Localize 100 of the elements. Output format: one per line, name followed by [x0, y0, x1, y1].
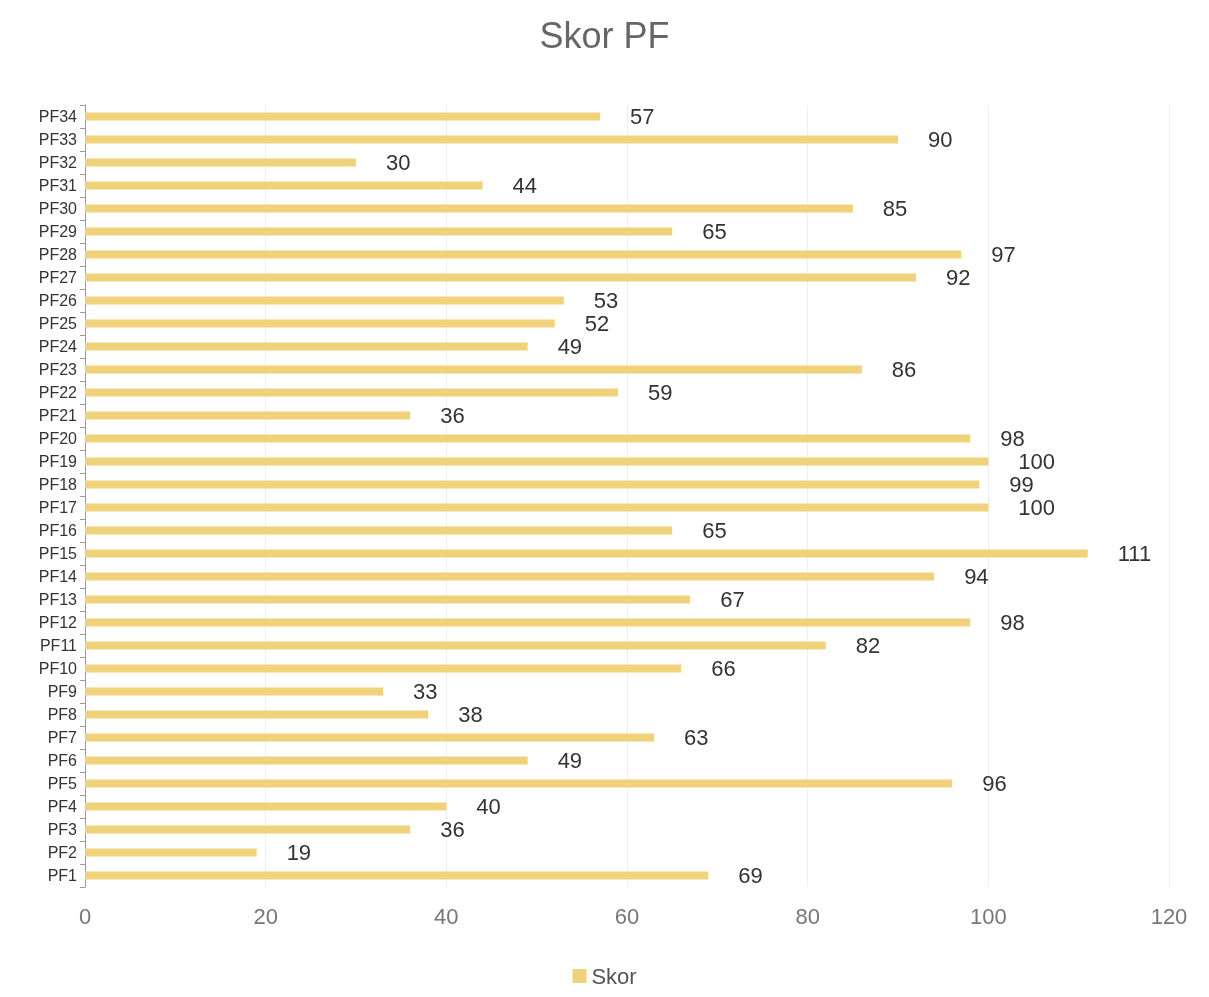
data-label: 96 [982, 771, 1007, 796]
data-label: 49 [557, 748, 583, 773]
y-tick-label: PF7 [47, 729, 78, 746]
y-tick-label: PF15 [38, 545, 78, 562]
bar [85, 227, 673, 236]
bar [85, 710, 429, 719]
data-label: 69 [738, 863, 763, 888]
y-tick-label: PF10 [38, 660, 78, 677]
x-tick-label: 60 [614, 903, 640, 929]
bar [85, 181, 483, 190]
data-label: 100 [1018, 449, 1056, 474]
bar [85, 687, 384, 696]
data-label: 59 [647, 380, 673, 405]
data-label: 97 [991, 242, 1016, 267]
y-tick-label: PF28 [38, 246, 78, 263]
x-tick-label: 40 [434, 903, 459, 929]
y-tick-label: PF21 [38, 407, 78, 424]
bar [85, 664, 682, 673]
data-label: 52 [584, 311, 610, 336]
y-tick-label: PF31 [38, 177, 78, 194]
y-tick-label: PF3 [47, 821, 78, 838]
data-label: 44 [512, 173, 537, 198]
y-tick-label: PF23 [38, 361, 78, 378]
data-label: 63 [684, 725, 709, 750]
y-tick-label: PF18 [38, 476, 78, 493]
y-tick-label: PF25 [38, 315, 78, 332]
data-label: 66 [711, 656, 736, 681]
bar [85, 618, 971, 627]
data-label: 98 [1000, 610, 1025, 635]
y-tick-label: PF19 [38, 453, 78, 470]
bar [85, 641, 826, 650]
bar [85, 779, 953, 788]
bar [85, 825, 411, 834]
data-label: 67 [720, 587, 745, 612]
y-tick-label: PF24 [38, 338, 78, 355]
x-tick-label: 0 [78, 903, 92, 929]
data-label: 57 [629, 104, 655, 129]
y-tick-label: PF32 [38, 154, 78, 171]
data-label: 53 [593, 288, 619, 313]
bar [85, 204, 853, 213]
data-label: 36 [440, 403, 465, 428]
bar [85, 871, 709, 880]
data-label: 99 [1009, 472, 1034, 497]
data-label: 86 [891, 357, 917, 382]
bar [85, 595, 691, 604]
data-label: 30 [386, 150, 411, 175]
bar [85, 250, 962, 259]
chart-title: Skor PF [539, 14, 670, 56]
data-label: 65 [702, 518, 727, 543]
data-label: 100 [1018, 495, 1056, 520]
data-label: 98 [1000, 426, 1025, 451]
data-label: 111 [1117, 541, 1152, 566]
y-tick-label: PF17 [38, 499, 78, 516]
data-label: 92 [946, 265, 971, 290]
bar [85, 733, 655, 742]
bar [85, 572, 935, 581]
data-label: 85 [882, 196, 908, 221]
data-label: 19 [286, 840, 312, 865]
bar [85, 848, 257, 857]
bar [85, 756, 528, 765]
bar [85, 158, 356, 167]
y-tick-label: PF4 [47, 798, 78, 815]
x-tick-label: 20 [253, 903, 278, 929]
bar [85, 365, 862, 374]
bar [85, 526, 673, 535]
data-label: 82 [855, 633, 881, 658]
bar [85, 296, 564, 305]
y-tick-label: PF30 [38, 200, 78, 217]
data-label: 33 [413, 679, 438, 704]
y-tick-label: PF22 [38, 384, 78, 401]
y-tick-label: PF1 [47, 867, 78, 884]
data-label: 65 [702, 219, 727, 244]
bar [85, 549, 1088, 558]
bar [85, 411, 411, 420]
bar [85, 503, 989, 512]
y-tick-label: PF5 [47, 775, 78, 792]
data-label: 38 [458, 702, 483, 727]
x-tick-label: 100 [969, 903, 1007, 929]
x-tick-label: 80 [795, 903, 820, 929]
y-tick-label: PF11 [39, 637, 78, 654]
data-label: 94 [964, 564, 989, 589]
y-tick-label: PF16 [38, 522, 78, 539]
y-tick-label: PF6 [47, 752, 78, 769]
y-tick-label: PF14 [38, 568, 78, 585]
bar [85, 342, 528, 351]
bar [85, 457, 989, 466]
y-tick-label: PF34 [38, 108, 78, 125]
y-tick-label: PF2 [47, 844, 78, 861]
bar [85, 388, 618, 397]
bar [85, 434, 971, 443]
bar [85, 802, 447, 811]
y-tick-label: PF33 [38, 131, 78, 148]
y-tick-label: PF29 [38, 223, 78, 240]
bar [85, 112, 600, 121]
data-label: 49 [557, 334, 583, 359]
legend-label: Skor [591, 963, 637, 989]
data-label: 36 [440, 817, 465, 842]
y-tick-label: PF13 [38, 591, 78, 608]
data-label: 90 [928, 127, 953, 152]
bar [85, 135, 898, 144]
